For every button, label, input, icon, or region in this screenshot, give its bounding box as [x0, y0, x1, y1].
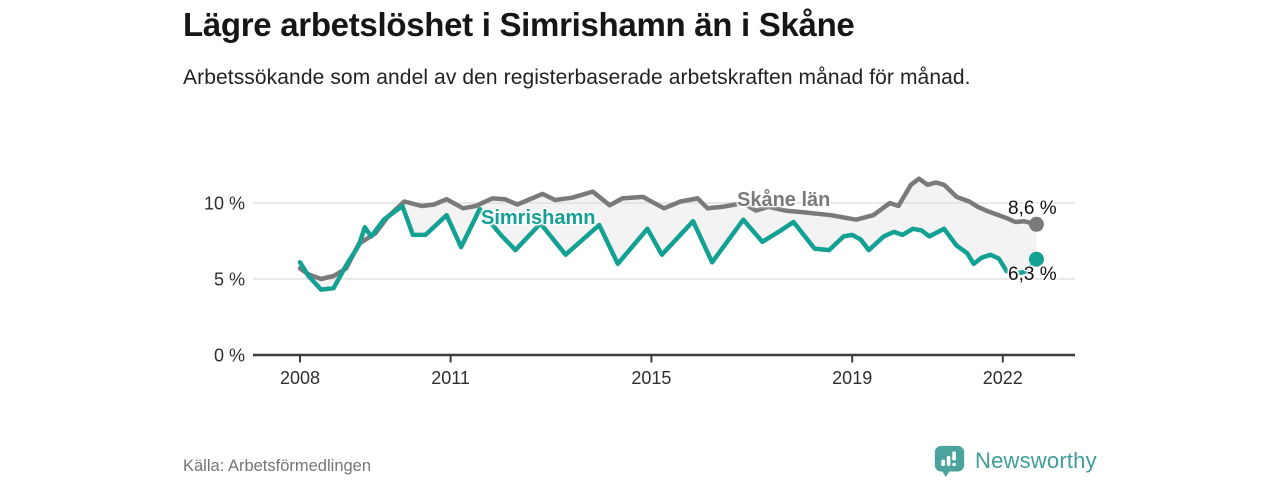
series-line-simrishamn — [297, 203, 1039, 292]
between-series-band — [300, 178, 1037, 290]
series-label-simrishamn: Simrishamn — [481, 207, 596, 229]
x-tick-label: 2015 — [631, 368, 671, 388]
brand-logo: Newsworthy — [933, 444, 1097, 478]
y-tick-label: 0 % — [214, 346, 245, 366]
page-title: Lägre arbetslöshet i Simrishamn än i Skå… — [183, 6, 855, 43]
end-value-skane: 8,6 % — [1008, 198, 1057, 219]
x-tick-label: 2011 — [431, 368, 470, 388]
series-line-skane — [297, 176, 1039, 282]
chart-subtitle: Arbetssökande som andel av den registerb… — [183, 66, 971, 89]
x-tick-label: 2022 — [983, 368, 1023, 388]
source-note: Källa: Arbetsförmedlingen — [183, 457, 372, 475]
series-label-skane: Skåne län — [737, 189, 831, 211]
brand-name: Newsworthy — [975, 448, 1097, 473]
y-axis-labels: 0 % 5 % 10 % — [204, 194, 245, 366]
end-dot-skane — [1028, 216, 1044, 232]
x-tick-label: 2008 — [280, 368, 320, 388]
x-axis-ticks — [299, 355, 1004, 363]
end-value-simrishamn: 6,3 % — [1008, 264, 1057, 285]
gridlines — [253, 202, 1075, 280]
x-axis-labels: 2008 2011 2015 2019 2022 — [280, 368, 1023, 388]
bar-chart-speech-bubble-icon — [934, 445, 965, 478]
end-dot-simrishamn — [1028, 251, 1044, 267]
y-tick-label: 5 % — [214, 270, 245, 290]
x-tick-label: 2019 — [832, 368, 872, 388]
y-tick-label: 10 % — [204, 194, 245, 214]
